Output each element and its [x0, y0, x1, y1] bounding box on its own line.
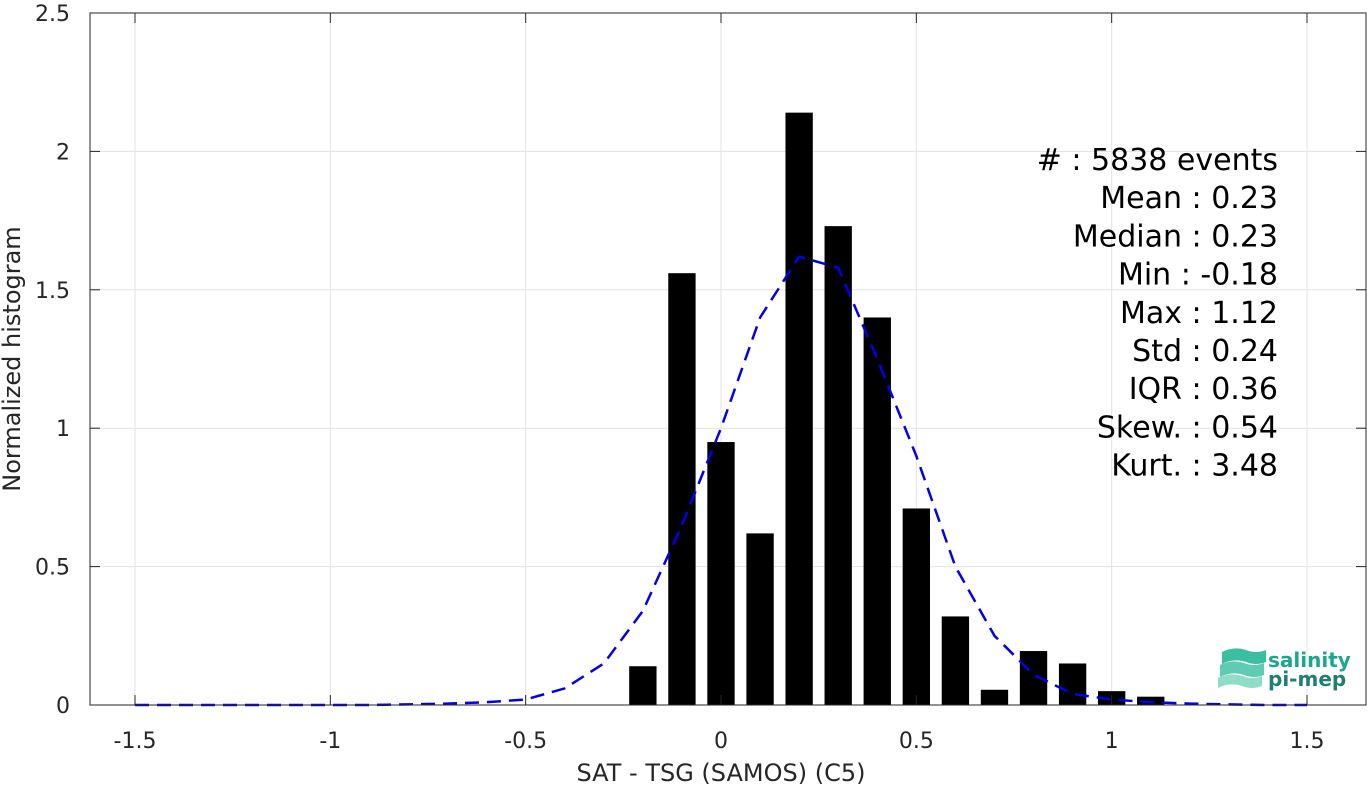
histogram-bar	[746, 533, 774, 705]
histogram-bar	[785, 112, 813, 705]
ticks-group	[90, 12, 1366, 706]
histogram-bar	[707, 442, 735, 705]
logo-wave-icon	[1218, 648, 1266, 688]
plot-frame	[89, 12, 1367, 706]
stats-line: Max : 1.12	[1120, 296, 1278, 331]
histogram-bar	[629, 666, 657, 705]
logo-line2: pi-mep	[1268, 667, 1346, 691]
stats-line: Median : 0.23	[1073, 219, 1278, 254]
stats-line: Mean : 0.23	[1100, 181, 1278, 216]
x-tick-label: -0.5	[504, 729, 547, 754]
x-tick-label: 1	[1105, 729, 1119, 754]
bars-group	[629, 112, 1165, 706]
y-tick-label: 0	[56, 694, 70, 719]
stats-line: Std : 0.24	[1132, 334, 1278, 369]
stats-line: IQR : 0.36	[1129, 372, 1278, 407]
x-axis-label: SAT - TSG (SAMOS) (C5)	[577, 759, 866, 785]
stats-line: Kurt. : 3.48	[1111, 449, 1278, 484]
histogram-bar	[1058, 663, 1087, 705]
x-tick-label: 1.5	[1290, 729, 1325, 754]
histogram-bar	[824, 226, 852, 706]
stats-line: # : 5838 events	[1037, 143, 1278, 178]
histogram-bar	[902, 508, 931, 705]
y-tick-label: 1	[56, 417, 70, 442]
stats-line: Skew. : 0.54	[1097, 410, 1278, 445]
x-tick-label: 0.5	[899, 729, 934, 754]
x-tick-label: 0	[714, 729, 728, 754]
histogram-bar	[941, 616, 970, 705]
y-tick-label: 1.5	[35, 279, 70, 304]
histogram-bar	[980, 689, 1009, 705]
x-tick-label: -1	[319, 729, 341, 754]
histogram-bar	[863, 317, 891, 705]
y-tick-label: 2	[56, 140, 70, 165]
x-tick-labels: -1.5 -1 -0.5 0 0.5 1 1.5	[114, 729, 1325, 754]
y-axis-label: Normalized histogram	[0, 226, 26, 491]
logo-line1: salinity	[1268, 648, 1351, 672]
histogram-bar	[668, 273, 696, 705]
y-tick-label: 2.5	[35, 2, 70, 27]
stats-line: Min : -0.18	[1118, 258, 1278, 293]
histogram-bar	[1137, 696, 1165, 705]
y-tick-label: 0.5	[35, 556, 70, 581]
salinity-pi-mep-logo: salinity pi-mep	[1218, 648, 1351, 691]
x-tick-label: -1.5	[114, 729, 157, 754]
y-tick-labels: 0 0.5 1 1.5 2 2.5	[35, 2, 70, 719]
